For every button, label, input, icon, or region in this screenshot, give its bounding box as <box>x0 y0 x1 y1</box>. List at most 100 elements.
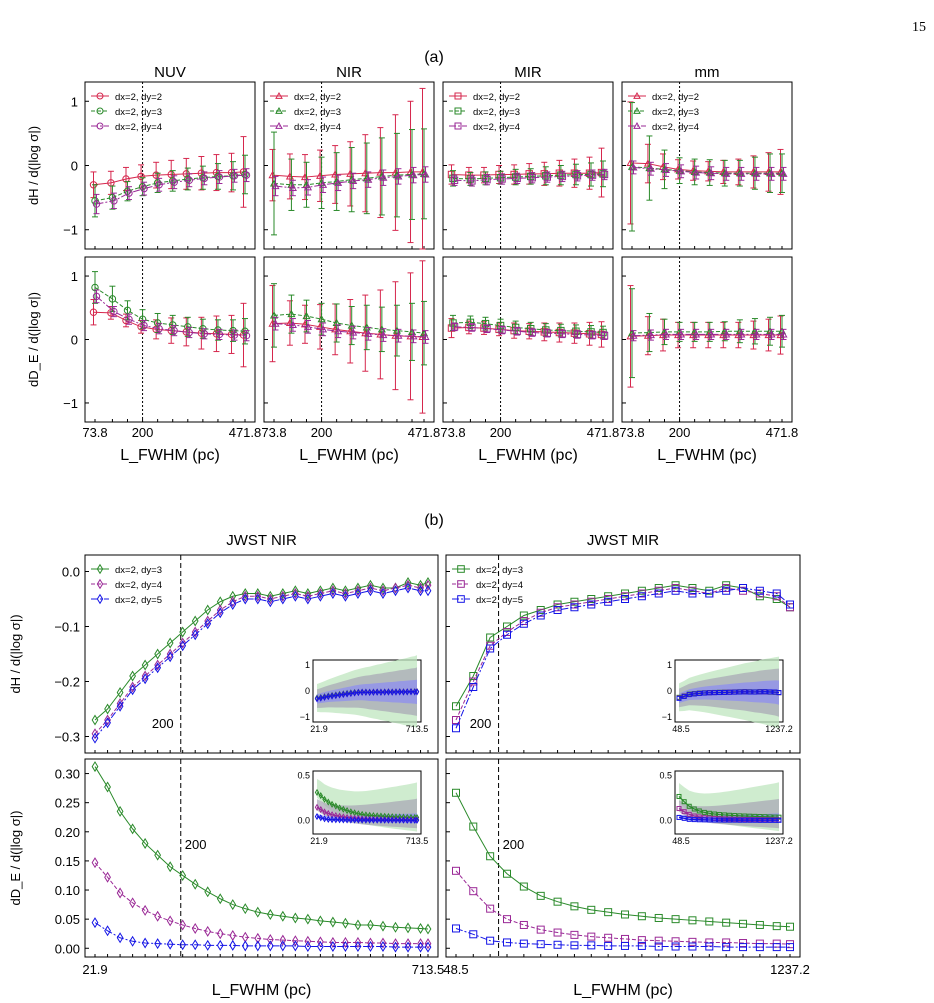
data-point <box>349 328 358 336</box>
data-point <box>379 585 387 597</box>
data-point <box>254 932 262 944</box>
legend-label: dx=2, dy=4 <box>473 122 520 133</box>
series-line-1 <box>455 870 791 945</box>
data-point <box>394 331 403 339</box>
inset-point <box>701 817 707 823</box>
data-point <box>104 714 111 726</box>
inset-point <box>414 688 420 696</box>
data-point <box>542 172 550 180</box>
inset-point <box>717 690 723 696</box>
data-point <box>166 651 174 663</box>
vline-label: 200 <box>503 837 525 852</box>
data-point <box>329 941 337 953</box>
inset-point <box>326 693 331 701</box>
data-point <box>154 938 162 950</box>
inset-y-tick-label: 0 <box>667 686 672 696</box>
inset-point <box>359 688 365 696</box>
inset-point <box>318 694 323 702</box>
data-point <box>166 938 174 950</box>
data-point <box>417 941 424 953</box>
data-point <box>404 579 412 591</box>
data-point <box>110 197 118 205</box>
data-point <box>364 175 373 183</box>
inset-point <box>762 689 768 695</box>
data-point <box>319 180 328 188</box>
axes-frame <box>442 81 614 250</box>
data-point <box>266 934 274 946</box>
inset-point <box>717 817 723 823</box>
legend-marker <box>96 593 104 605</box>
data-point <box>737 169 746 177</box>
data-point <box>511 173 520 181</box>
data-point <box>304 913 312 925</box>
data-point <box>677 167 686 175</box>
data-point <box>600 331 609 340</box>
data-point <box>502 630 511 639</box>
data-point <box>671 586 680 595</box>
data-point <box>599 170 607 178</box>
data-point <box>502 869 511 878</box>
inset-point <box>359 815 365 823</box>
legend-marker <box>275 106 283 114</box>
legend-label: dx=2, dy=3 <box>652 107 699 118</box>
series-line-1 <box>455 587 791 721</box>
data-point <box>424 585 432 597</box>
inset-point <box>676 814 682 820</box>
data-point <box>367 579 374 591</box>
data-point <box>254 587 262 600</box>
inset-point <box>367 688 372 696</box>
inset-point <box>322 693 327 701</box>
data-point <box>688 589 697 598</box>
data-point <box>271 319 280 327</box>
subplot-title-mir: MIR <box>514 64 542 81</box>
data-point <box>254 940 262 952</box>
inset-point <box>686 803 692 809</box>
inset-point <box>752 817 758 823</box>
inset-point <box>382 688 387 696</box>
inset-point <box>408 816 414 824</box>
data-point <box>654 936 663 945</box>
data-point <box>486 936 495 945</box>
axes-frame <box>442 256 614 423</box>
inset-point <box>341 816 346 824</box>
data-point <box>125 315 133 323</box>
data-point <box>166 648 174 660</box>
inset-point <box>337 812 342 820</box>
y-tick-label: 1 <box>71 269 78 284</box>
data-point <box>379 587 387 600</box>
legend-marker <box>457 580 465 588</box>
inset-y-tick-label: 0.5 <box>297 771 310 781</box>
data-point <box>304 941 312 953</box>
series-line-1 <box>631 330 782 334</box>
data-point <box>329 936 337 948</box>
inset-point <box>722 817 728 823</box>
data-point <box>755 920 764 929</box>
axes-frame <box>84 758 439 958</box>
data-point <box>767 169 776 177</box>
data-point <box>204 886 212 898</box>
data-point <box>779 169 788 177</box>
data-point <box>404 941 412 953</box>
y-tick-label: 0.25 <box>55 796 80 811</box>
data-point <box>316 915 324 927</box>
inset-x-tick-label: 48.5 <box>672 836 690 846</box>
data-point <box>553 897 562 906</box>
series-line-2 <box>94 587 428 739</box>
data-point <box>404 938 412 950</box>
data-point <box>269 311 279 319</box>
data-point <box>496 321 505 330</box>
data-point <box>452 724 460 733</box>
data-point <box>229 939 237 951</box>
inset-point <box>341 690 346 699</box>
inset-point <box>691 817 697 823</box>
data-point <box>122 175 130 183</box>
data-point <box>621 941 630 950</box>
y-axis-label-b-0: dH / d(|log σ|) <box>8 614 23 693</box>
data-point <box>91 714 99 726</box>
inset-point <box>371 688 376 696</box>
subplot-a-nuv-dH <box>84 81 256 250</box>
subplot-a-mm-dD <box>621 256 793 423</box>
subplot-title-nir: NIR <box>336 64 362 81</box>
data-point <box>214 326 222 334</box>
data-point <box>89 308 98 316</box>
